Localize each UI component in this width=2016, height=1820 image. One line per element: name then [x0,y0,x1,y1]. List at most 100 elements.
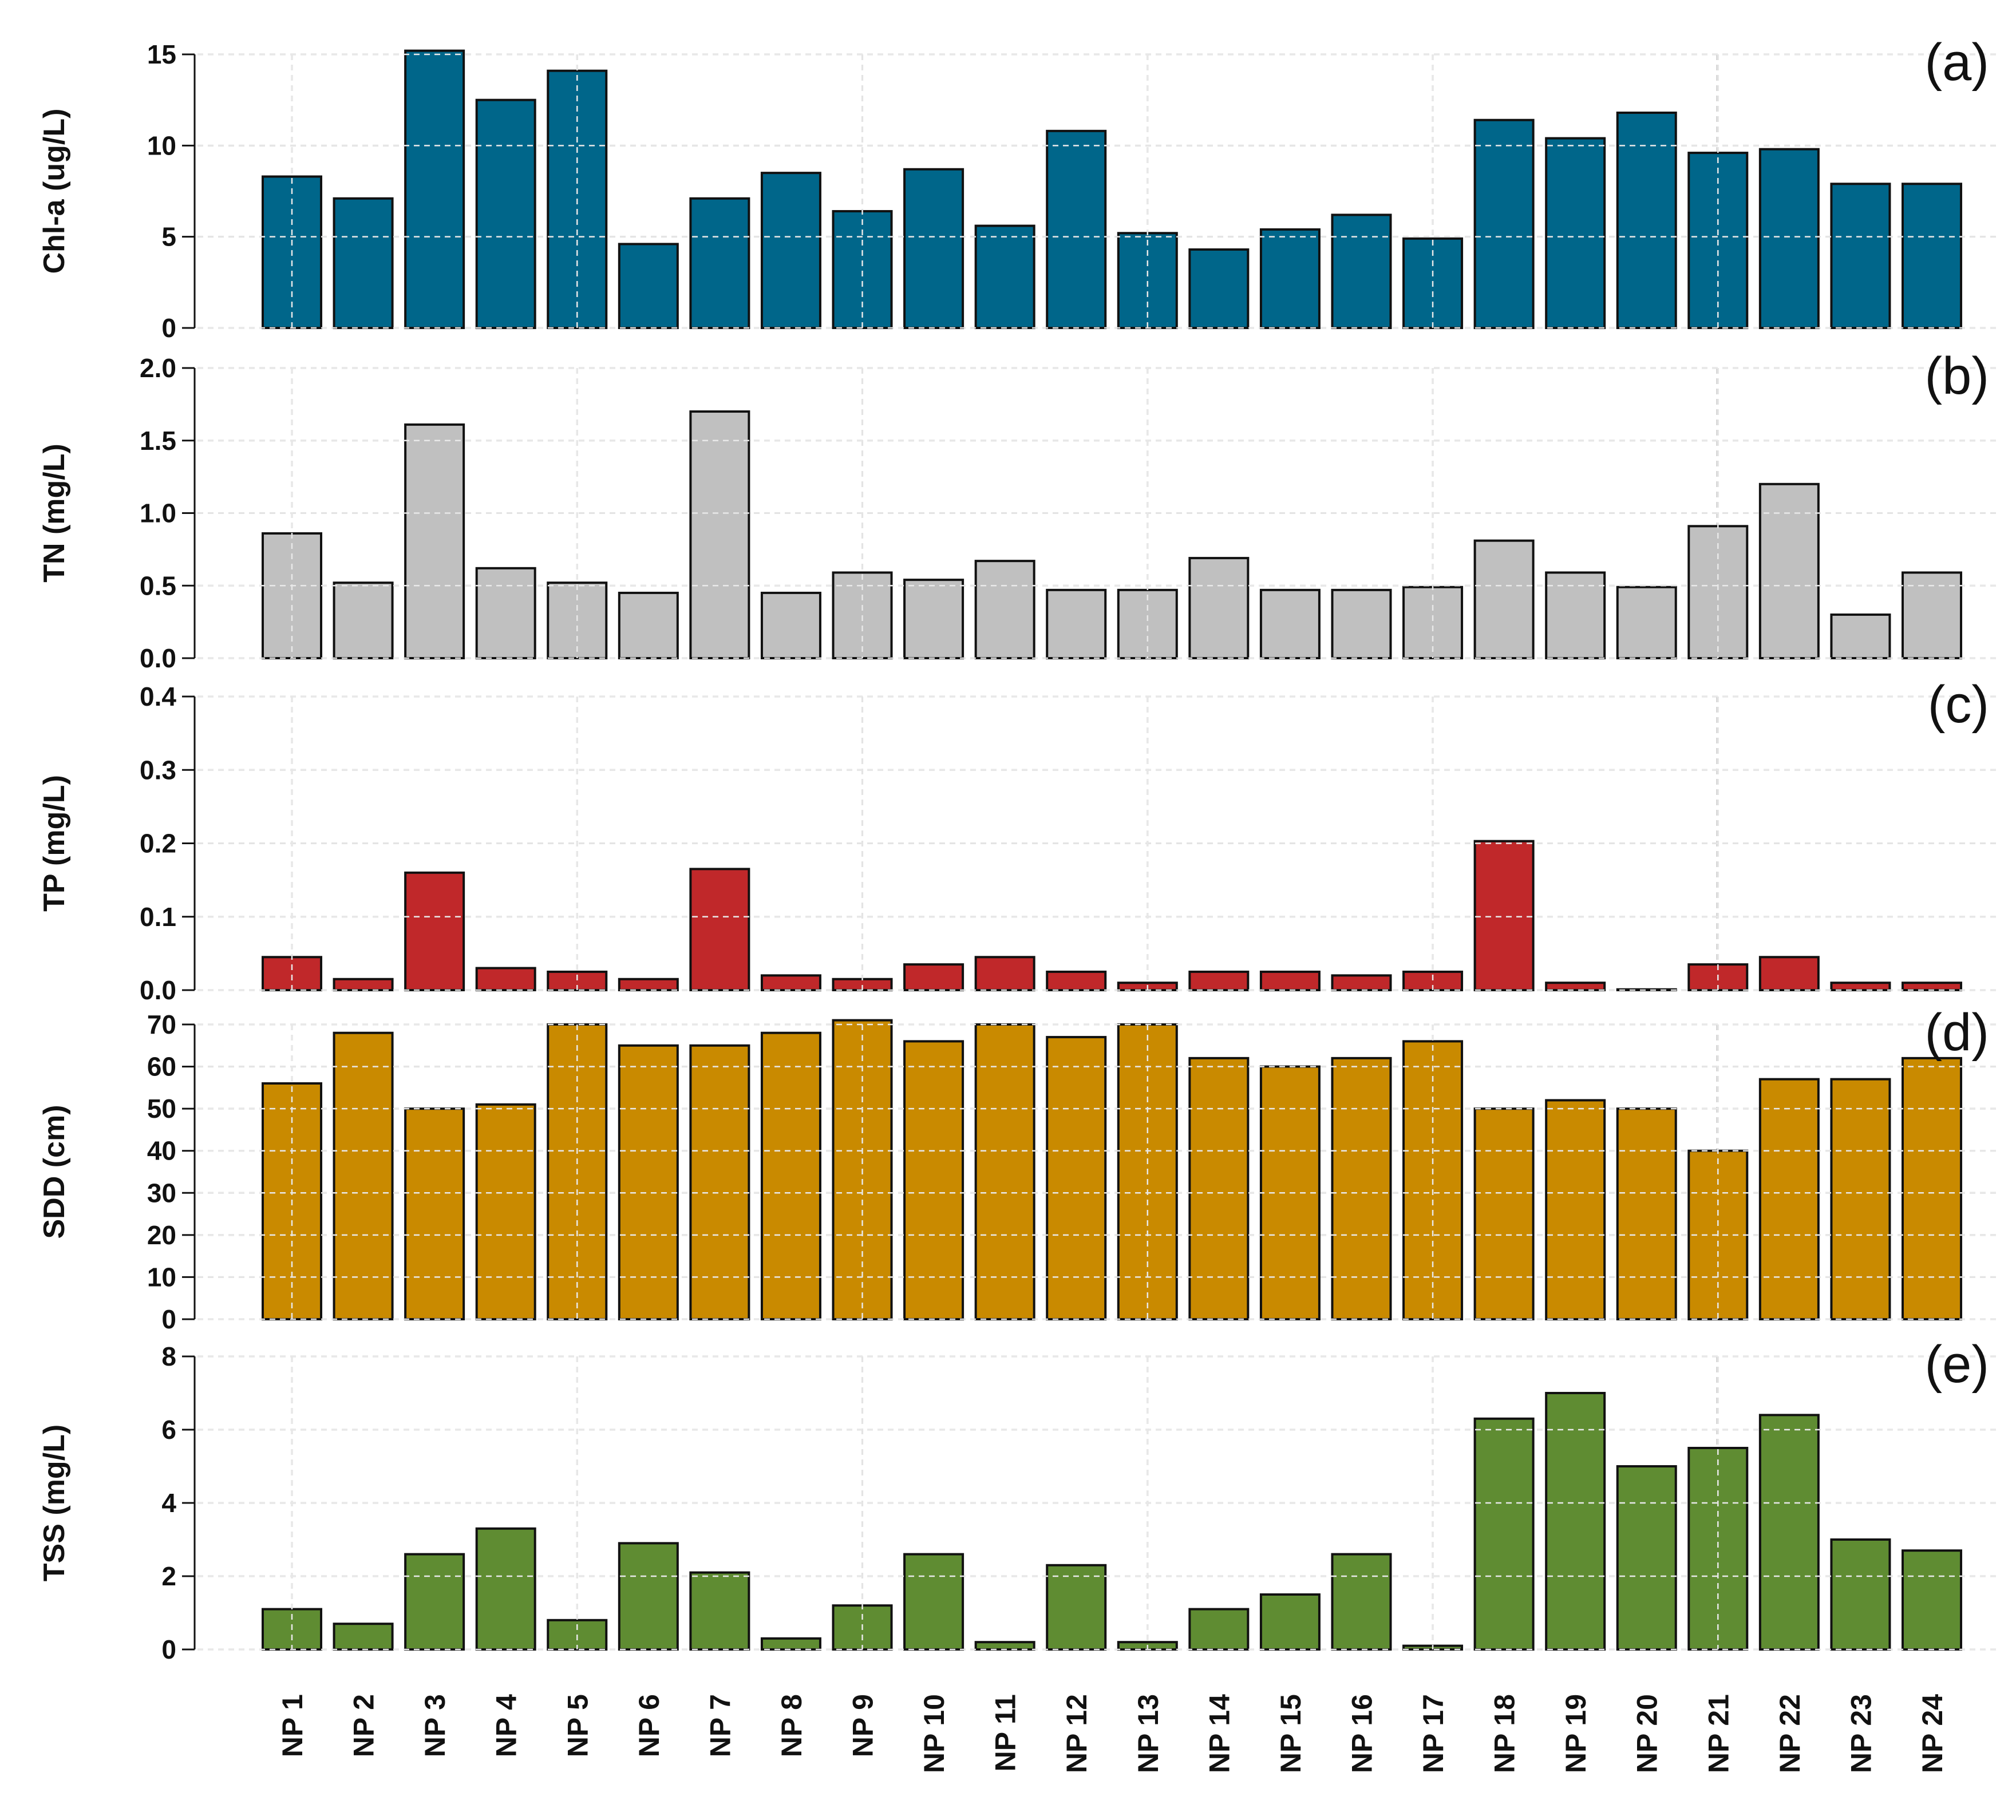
bar-np18 [1473,539,1535,659]
bar-np2 [333,1623,394,1651]
bars [262,49,1962,330]
bar-np12 [1046,1564,1107,1651]
y-tick-label: 0.2 [140,829,176,858]
y-tick-label: 15 [147,39,176,69]
bar-np15 [1259,588,1321,659]
bar-np7 [689,1044,750,1321]
grid-overlay [197,1355,2001,1651]
y-tick-label: 0 [161,1635,176,1664]
panel-b: 0.0 0.5 1.0 1.5 2.0 TN (mg/L) (b) [38,347,2001,673]
bar-np3 [404,1107,465,1320]
bar-np16 [1331,1057,1392,1321]
y-tick-label: 50 [147,1094,176,1123]
x-tick-label: NP 3 [419,1694,451,1757]
grid-overlay [197,367,2001,659]
y-axis-label: TN (mg/L) [38,444,71,583]
bar-np23 [1830,183,1891,329]
x-tick-label: NP 23 [1845,1694,1877,1773]
grid-overlay [197,53,2001,329]
bar-np8 [760,1637,821,1651]
bar-np15 [1259,970,1321,991]
bar-np3 [404,1553,465,1651]
x-tick-label: NP 22 [1774,1694,1806,1773]
y-tick-label: 10 [147,130,176,160]
bar-np18 [1473,118,1535,329]
panel-label: (d) [1925,1003,1989,1062]
bar-np11 [974,956,1035,991]
bar-np10 [903,1553,964,1651]
y-tick-label: 30 [147,1178,176,1208]
y-tick-label: 1.5 [140,426,176,456]
bar-np7 [689,868,750,991]
bar-np3 [404,871,465,992]
x-tick-label: NP 19 [1560,1694,1592,1773]
bar-np23 [1830,982,1891,992]
bar-np14 [1188,970,1250,991]
x-tick-label: NP 15 [1275,1694,1307,1773]
bar-np22 [1758,1414,1820,1651]
bar-np7 [689,410,750,659]
bar-np6 [618,1542,679,1651]
bar-np22 [1758,1078,1820,1320]
bars [262,840,1962,992]
bar-np16 [1331,1553,1392,1651]
bar-np4 [475,1527,536,1651]
x-tick-label: NP 14 [1203,1694,1235,1773]
grid-overlay [197,695,2001,991]
y-tick-label: 5 [161,222,176,252]
x-tick-label: NP 11 [990,1694,1022,1771]
y-tick-label: 0 [161,313,176,343]
x-tick-label: NP 21 [1702,1694,1734,1773]
bar-np18 [1473,840,1535,991]
bar-np14 [1188,557,1250,660]
bar-np15 [1259,1593,1321,1651]
x-tick-label: NP 24 [1916,1694,1948,1773]
x-tick-label: NP 9 [847,1694,879,1757]
bar-np8 [760,172,821,329]
x-tick-label: NP 13 [1132,1694,1164,1773]
bar-np11 [974,560,1035,660]
y-tick-label: 8 [161,1342,176,1371]
y-tick-label: 0.3 [140,755,176,785]
y-tick-label: 0 [161,1304,176,1334]
x-tick-label: NP 17 [1417,1694,1449,1773]
y-tick-label: 0.5 [140,571,176,600]
bar-np6 [618,591,679,660]
panel-a: 0 5 10 15 Chl-a (ug/L) (a) [38,33,2001,343]
bar-np8 [760,591,821,660]
bar-np3 [404,423,465,659]
y-tick-label: 2 [161,1561,176,1591]
bar-np10 [903,1040,964,1321]
y-tick-label: 0.0 [140,643,176,673]
bar-np2 [333,1031,394,1320]
bar-np22 [1758,482,1820,659]
x-tick-label: NP 16 [1346,1694,1378,1773]
bar-np4 [475,98,536,330]
x-tick-label: NP 8 [776,1694,808,1757]
bar-np23 [1830,1538,1891,1651]
bar-np24 [1902,982,1962,992]
y-axis-label: TP (mg/L) [38,775,71,912]
bar-np4 [475,1103,536,1321]
y-ticks: 0 2 4 6 8 [161,1342,195,1664]
bar-np22 [1758,148,1820,329]
y-axis-label: SDD (cm) [38,1105,71,1239]
bar-np7 [689,1571,750,1651]
y-axis-label: TSS (mg/L) [38,1425,71,1581]
x-tick-label: NP 2 [348,1694,380,1757]
x-tick-label: NP 1 [276,1694,309,1757]
bar-np20 [1616,1107,1677,1320]
bar-np9 [832,210,893,330]
panel-label: (b) [1925,347,1989,405]
bar-np4 [475,567,536,660]
y-tick-label: 0.1 [140,902,176,932]
panel-e: 0 2 4 6 8 TSS (mg/L) (e) [38,1335,2001,1664]
x-tick-label: NP 4 [491,1694,523,1757]
y-tick-label: 1.0 [140,498,176,528]
x-tick-label: NP 7 [704,1694,736,1757]
x-tick-label: NP 10 [918,1694,950,1773]
y-ticks: 0 10 20 30 40 50 60 70 [147,1010,195,1334]
bar-np2 [333,197,394,329]
y-tick-label: 0.4 [140,682,176,711]
y-tick-label: 70 [147,1010,176,1039]
